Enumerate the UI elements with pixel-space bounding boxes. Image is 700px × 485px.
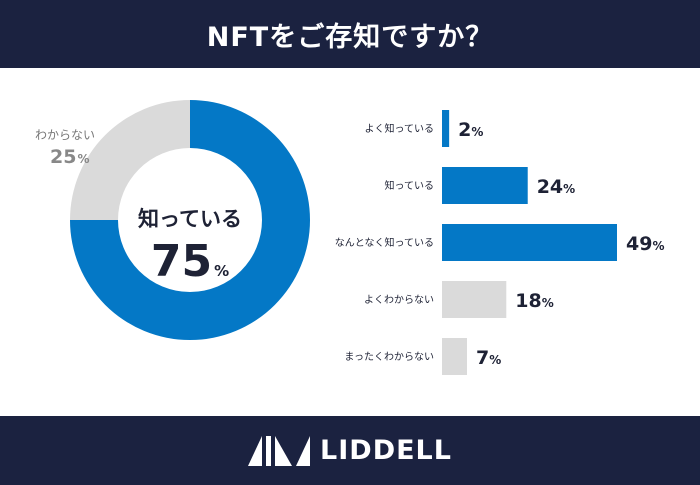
bar-category-label: よく知っている: [365, 122, 435, 135]
bar-category-label: なんとなく知っている: [335, 236, 434, 249]
bar-value-number: 49: [626, 233, 652, 255]
brand-mark-icon: [248, 435, 311, 466]
bar-value-label: 7%: [476, 347, 501, 369]
bar-value-number: 7: [476, 347, 489, 369]
page-title: NFTをご存知ですか？: [206, 21, 494, 53]
chart-area: 知っている 75% わからない 25% よく知っている 2% 知っている 24%…: [35, 100, 664, 375]
brand-logo: LIDDELL: [248, 435, 452, 466]
bar-row: よく知っている 2%: [365, 110, 483, 147]
bar-value-label: 49%: [626, 233, 664, 255]
bar-value-unit: %: [563, 182, 575, 196]
page-footer: LIDDELL: [0, 416, 700, 485]
donut-center-label: 知っている: [138, 207, 242, 231]
bar: [442, 338, 467, 375]
bar: [442, 110, 450, 147]
bar-value-label: 2%: [458, 119, 483, 141]
bar-category-label: まったくわからない: [344, 351, 434, 363]
donut-center-value: 75%: [151, 236, 229, 287]
donut-outer-unit: %: [77, 152, 89, 166]
bar-value-unit: %: [542, 296, 554, 310]
bar-category-label: 知っている: [385, 179, 435, 192]
brand-name: LIDDELL: [320, 435, 452, 466]
bar-row: よくわからない 18%: [364, 281, 554, 318]
bar-chart: よく知っている 2% 知っている 24% なんとなく知っている 49% よくわか…: [335, 110, 664, 375]
donut-center-number: 75: [151, 236, 212, 287]
bar-value-label: 24%: [537, 176, 575, 198]
bar-row: なんとなく知っている 49%: [335, 224, 664, 261]
bar-value-label: 18%: [515, 290, 553, 312]
bar-value-unit: %: [652, 239, 664, 253]
bar: [442, 167, 528, 204]
donut-outer-label: わからない: [35, 128, 95, 142]
bar: [442, 281, 507, 318]
bar-value-unit: %: [489, 353, 501, 367]
bar-value-unit: %: [471, 125, 483, 139]
bar-value-number: 18: [515, 290, 541, 312]
donut-slice-aware: [70, 100, 310, 340]
bar-value-number: 24: [537, 176, 563, 198]
bar-row: まったくわからない 7%: [344, 338, 501, 375]
bar-value-number: 2: [458, 119, 471, 141]
bar: [442, 224, 617, 261]
donut-center-unit: %: [214, 262, 229, 280]
bar-row: 知っている 24%: [385, 167, 575, 204]
donut-outer-value: 25%: [50, 146, 89, 168]
donut-slice-unknown: [70, 100, 190, 220]
donut-chart: 知っている 75% わからない 25%: [35, 100, 310, 340]
donut-outer-number: 25: [50, 146, 76, 168]
bar-category-label: よくわからない: [364, 294, 434, 306]
page-header: NFTをご存知ですか？: [0, 0, 700, 68]
